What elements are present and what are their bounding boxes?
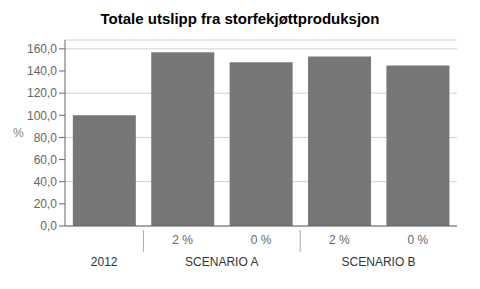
svg-text:0 %: 0 % <box>407 233 428 247</box>
svg-text:120,0: 120,0 <box>27 86 57 100</box>
svg-text:0 %: 0 % <box>251 233 272 247</box>
svg-text:2 %: 2 % <box>329 233 350 247</box>
svg-text:%: % <box>13 126 24 140</box>
svg-text:2012: 2012 <box>91 255 118 269</box>
svg-text:20,0: 20,0 <box>34 197 58 211</box>
svg-text:60,0: 60,0 <box>34 153 58 167</box>
svg-text:140,0: 140,0 <box>27 64 57 78</box>
svg-text:80,0: 80,0 <box>34 131 58 145</box>
svg-text:2 %: 2 % <box>172 233 193 247</box>
svg-text:SCENARIO B: SCENARIO B <box>342 255 416 269</box>
html-text:Totale utslipp fra storfekjøtt: Totale utslipp fra storfekjøttproduksjon <box>100 10 380 27</box>
svg-text:100,0: 100,0 <box>27 109 57 123</box>
svg-text:40,0: 40,0 <box>34 175 58 189</box>
svg-text:160,0: 160,0 <box>27 42 57 56</box>
svg-text:0,0: 0,0 <box>40 219 57 233</box>
svg-text:SCENARIO A: SCENARIO A <box>185 255 258 269</box>
